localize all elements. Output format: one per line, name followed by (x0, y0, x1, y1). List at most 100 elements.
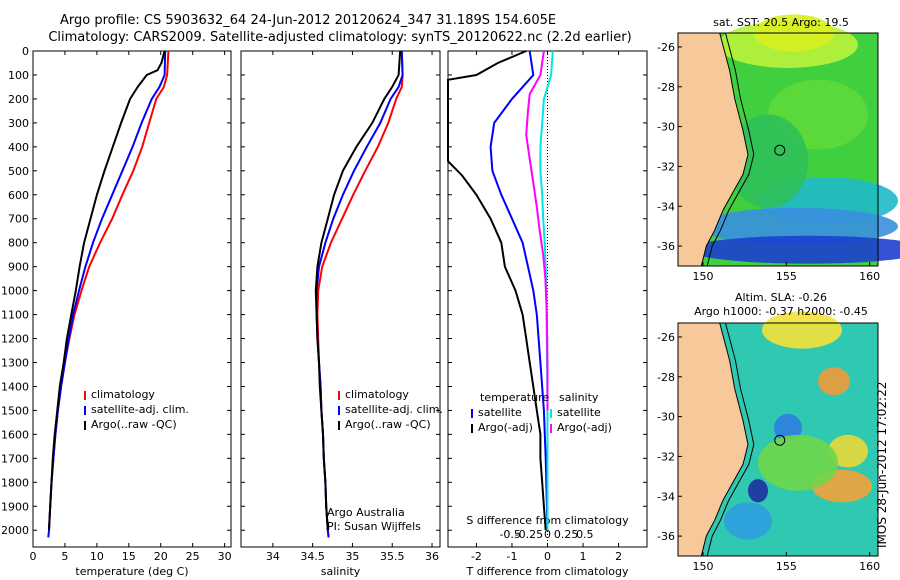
diff-legend-label: satellite (478, 406, 522, 419)
sla-map-title-line1: Altim. SLA: -0.26 (734, 291, 828, 304)
depth-tick-label: 300 (8, 117, 29, 130)
sst-field-patch (728, 114, 808, 208)
sst-lat-label: -34 (657, 200, 675, 213)
difference-series-line (489, 50, 549, 531)
sla-field-patch (828, 434, 868, 468)
sla-lat-label: -28 (657, 371, 675, 384)
temperature-legend-label: climatology (91, 388, 155, 401)
depth-tick-label: 200 (8, 93, 29, 106)
difference-series-line (525, 50, 549, 411)
depth-tick-label: 1500 (1, 404, 29, 417)
sst-field-patch (688, 235, 900, 264)
temperature-xtick-label: 10 (90, 550, 104, 563)
sla-map-title-line2: Argo h1000: -0.37 h2000: -0.45 (694, 305, 868, 318)
difference-xtick-label: 0 (544, 550, 551, 563)
sla-lon-label: 160 (859, 560, 880, 573)
sst-lat-label: -36 (657, 240, 675, 253)
sla-land (677, 322, 749, 557)
sst-shelf-contour (706, 32, 755, 267)
sst-lat-label: -28 (657, 81, 675, 94)
temperature-panel: 0 5 10 15 20 25 300100200300400500600700800900… (1, 45, 232, 578)
sla-lon-label: 150 (693, 560, 714, 573)
diff-legend-heading: salinity (559, 391, 599, 404)
temperature-xtick-label: 25 (186, 550, 200, 563)
depth-tick-label: 1700 (1, 452, 29, 465)
depth-tick-label: 0 (22, 45, 29, 58)
sst-frame (677, 32, 879, 267)
temperature-xtick-label: 5 (61, 550, 68, 563)
sst-float-marker (774, 144, 786, 156)
temperature-xtick-label: 20 (154, 550, 168, 563)
sst-map-title: sat. SST: 20.5 Argo: 19.5 (713, 16, 849, 29)
figure-title-line1: Argo profile: CS 5903632_64 24-Jun-2012 … (60, 13, 557, 28)
sla-float-marker (774, 434, 786, 446)
sla-field-patch (774, 413, 802, 442)
temperature-legend-label: satellite-adj. clim. (91, 403, 189, 416)
temperature-xtick-label: 15 (122, 550, 136, 563)
difference-xtick-label: -2 (471, 550, 482, 563)
sla-field-patch (724, 502, 772, 540)
depth-tick-label: 2000 (1, 524, 29, 537)
temperature-series-line (47, 50, 167, 538)
sla-lat-label: -26 (657, 331, 675, 344)
sla-lat-label: -36 (657, 530, 675, 543)
depth-tick-label: 1100 (1, 309, 29, 322)
difference-xlabel: T difference from climatology (466, 565, 629, 578)
sla-lon-label: 155 (776, 560, 797, 573)
salinity-xlabel: salinity (321, 565, 361, 578)
sst-lon-label: 155 (776, 270, 797, 283)
salinity-axes-frame (240, 50, 441, 548)
s-diff-tick-label: 0.5 (576, 528, 594, 541)
temperature-xlabel: temperature (deg C) (75, 565, 188, 578)
sla-lat-label: -34 (657, 490, 675, 503)
depth-tick-label: 1000 (1, 285, 29, 298)
difference-xtick-label: 2 (615, 550, 622, 563)
sla-field-patch (762, 311, 842, 349)
depth-tick-label: 1200 (1, 333, 29, 346)
salinity-panel: 34 34.5 35 35.5 36 salinity climatology satelli… (240, 50, 443, 578)
sla-map: -26 -28 -30 -32 -34 -36 150 155 160 (657, 311, 880, 573)
depth-tick-label: 600 (8, 189, 29, 202)
salinity-legend-label: satellite-adj. clim. (345, 403, 443, 416)
depth-tick-label: 100 (8, 69, 29, 82)
sla-field-patch (748, 479, 768, 503)
salinity-xtick-label: 34 (266, 550, 280, 563)
sst-land (677, 32, 749, 267)
sla-lat-label: -32 (657, 450, 675, 463)
difference-panel: -2 -1 0 1 2 T difference from climatology -0.5… (447, 50, 648, 578)
credit-annotation: PI: Susan Wijffels (327, 520, 421, 533)
diff-legend-label: Argo(-adj) (557, 421, 612, 434)
diff-legend-label: satellite (557, 406, 601, 419)
salinity-series-line (315, 50, 404, 538)
sst-lat-label: -30 (657, 121, 675, 134)
depth-tick-label: 900 (8, 261, 29, 274)
salinity-xtick-label: 36 (425, 550, 439, 563)
sst-map: -26 -28 -30 -32 -34 -36 150 155 160 (657, 14, 900, 283)
depth-tick-label: 1800 (1, 476, 29, 489)
difference-xtick-label: 1 (580, 550, 587, 563)
depth-tick-label: 800 (8, 237, 29, 250)
salinity-series-line (314, 50, 402, 531)
sst-lat-label: -26 (657, 41, 675, 54)
sst-lon-label: 160 (859, 270, 880, 283)
credit-annotation: Argo Australia (327, 506, 405, 519)
s-diff-tick-label: -0.5 (499, 528, 520, 541)
salinity-legend-label: Argo(..raw -QC) (345, 418, 431, 431)
s-diff-tick-label: -0.25 (515, 528, 543, 541)
salinity-legend-label: climatology (345, 388, 409, 401)
salinity-series-line (316, 50, 404, 538)
depth-tick-label: 1400 (1, 380, 29, 393)
sla-field-patch (818, 367, 850, 396)
depth-tick-label: 1600 (1, 428, 29, 441)
diff-legend-label: Argo(-adj) (478, 421, 533, 434)
depth-tick-label: 1900 (1, 500, 29, 513)
s-diff-tick-label: 0 (544, 528, 551, 541)
sla-field-patch (758, 434, 838, 491)
temperature-xtick-label: 0 (30, 550, 37, 563)
temperature-axes-frame (32, 50, 232, 548)
temperature-series-line (48, 50, 166, 531)
salinity-xtick-label: 35 (345, 550, 359, 563)
diff-legend-heading: temperature (480, 391, 549, 404)
sst-lat-label: -32 (657, 160, 675, 173)
